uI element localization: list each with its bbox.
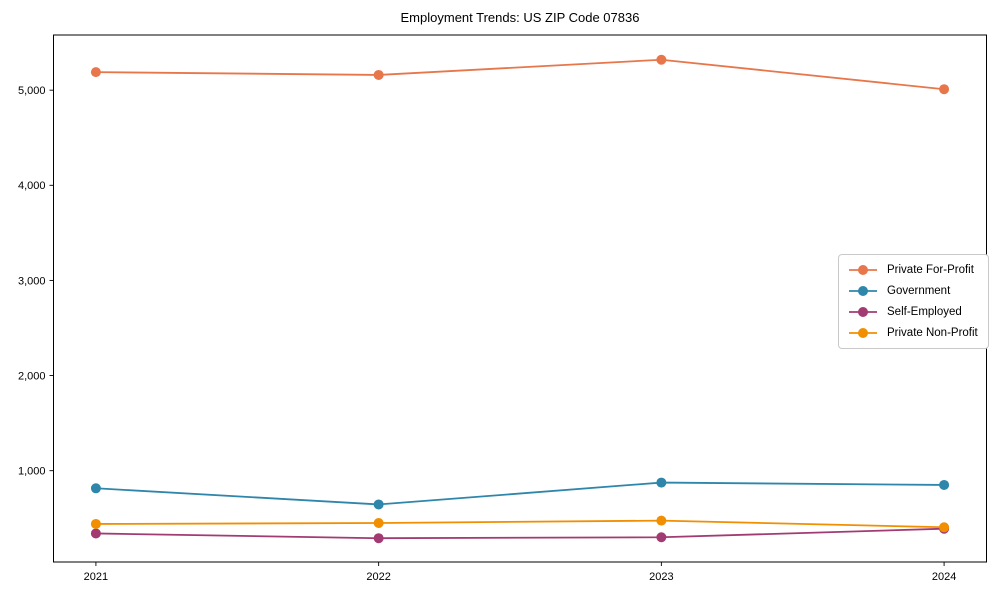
series-marker [656, 532, 667, 543]
series-marker [656, 515, 667, 526]
y-tick-label: 2,000 [18, 370, 46, 382]
legend-label: Self-Employed [887, 306, 962, 318]
legend-label: Private For-Profit [887, 264, 974, 276]
series-marker [373, 499, 384, 510]
series-marker [373, 517, 384, 528]
series-marker [373, 533, 384, 544]
series-marker [939, 522, 950, 533]
series-marker [90, 67, 101, 78]
x-tick-label: 2021 [84, 571, 108, 583]
series-marker [939, 84, 950, 95]
series-marker [90, 518, 101, 529]
series-line [95, 481, 945, 506]
series-marker [90, 483, 101, 494]
y-tick-label: 4,000 [18, 180, 46, 192]
series-line [95, 527, 945, 540]
legend-marker-icon [849, 265, 877, 275]
series-line [95, 519, 945, 529]
legend-marker-icon [849, 307, 877, 317]
x-tick-label: 2024 [932, 571, 956, 583]
legend-label: Private Non-Profit [887, 327, 978, 339]
series-marker [373, 69, 384, 80]
legend-label: Government [887, 285, 951, 297]
legend-item: Government [848, 283, 978, 299]
legend-item: Private For-Profit [848, 262, 978, 278]
series-line [95, 58, 945, 91]
chart-title: Employment Trends: US ZIP Code 07836 [400, 10, 640, 25]
legend-marker-icon [849, 328, 877, 338]
series-marker [656, 54, 667, 65]
x-tick-label: 2023 [649, 571, 673, 583]
series-marker [90, 528, 101, 539]
legend-marker-icon [849, 286, 877, 296]
legend: Private For-Profit Government Self-Employe… [838, 254, 989, 349]
y-tick-label: 1,000 [18, 466, 46, 478]
x-tick-label: 2022 [366, 571, 390, 583]
y-tick-label: 3,000 [18, 275, 46, 287]
y-tick-label: 5,000 [18, 85, 46, 97]
legend-item: Private Non-Profit [848, 325, 978, 341]
series-marker [656, 477, 667, 488]
legend-item: Self-Employed [848, 304, 978, 320]
series-marker [939, 479, 950, 490]
